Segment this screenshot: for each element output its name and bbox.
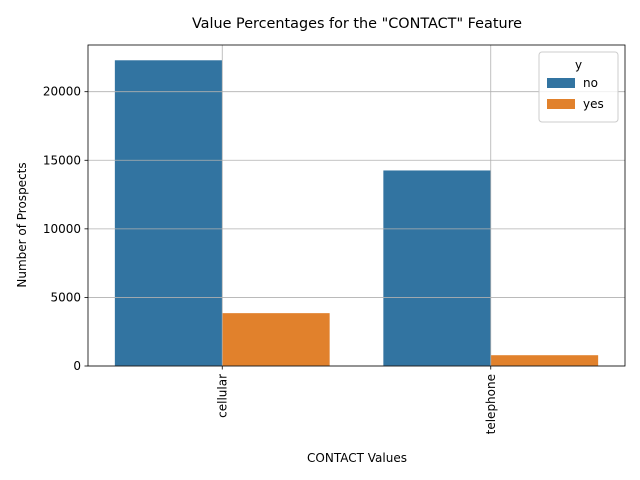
legend-label-yes: yes — [583, 97, 604, 111]
legend-title: y — [575, 58, 582, 72]
legend-swatch-no — [547, 78, 575, 88]
axes: 0 5000 10000 15000 20000 cellular telephone — [43, 44, 626, 434]
y-tick-label: 5000 — [50, 290, 81, 304]
y-tick-label: 0 — [73, 359, 81, 373]
bar-no-telephone — [383, 170, 491, 366]
x-axis-label: CONTACT Values — [307, 451, 407, 465]
gridlines — [88, 45, 625, 367]
legend-label-no: no — [583, 76, 598, 90]
legend-swatch-yes — [547, 99, 575, 109]
bar-no-cellular — [114, 60, 223, 366]
plot-frame — [87, 44, 626, 367]
y-axis-label: Number of Prospects — [15, 162, 29, 287]
y-tick-label: 10000 — [43, 222, 81, 236]
legend: yno yes — [538, 51, 619, 123]
bars — [114, 60, 599, 366]
x-tick-label-cellular: cellular — [215, 374, 229, 418]
chart-title: Value Percentages for the "CONTACT" Feat… — [192, 16, 522, 32]
y-tick-label: 15000 — [43, 153, 81, 167]
x-tick-label-telephone: telephone — [484, 374, 498, 434]
bar-yes-telephone — [490, 355, 599, 366]
bar-yes-cellular — [222, 313, 330, 366]
y-tick-label: 20000 — [43, 85, 81, 99]
